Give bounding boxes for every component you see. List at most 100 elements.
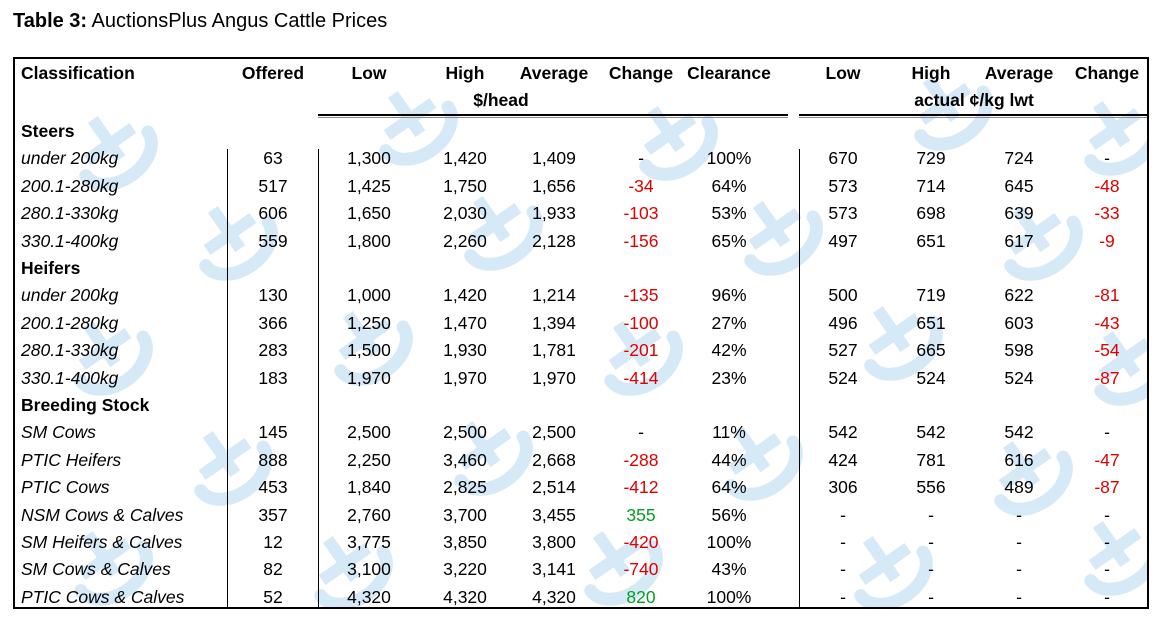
cell-avg2: - bbox=[1016, 559, 1022, 580]
cell-low: 1,425 bbox=[347, 175, 391, 196]
row-classification: SM Heifers & Calves bbox=[21, 532, 183, 552]
cell-low2: 306 bbox=[828, 477, 858, 498]
cell-change2: -33 bbox=[1094, 203, 1120, 224]
cell-change: -412 bbox=[623, 477, 659, 498]
cell-clearance: 64% bbox=[711, 477, 747, 498]
cell-avg2: - bbox=[1016, 504, 1022, 525]
cell-avg2: 616 bbox=[1004, 449, 1034, 470]
cell-clearance: 100% bbox=[706, 586, 752, 607]
cell-high: 1,420 bbox=[443, 148, 487, 169]
cell-low: 1,840 bbox=[347, 477, 391, 498]
cell-change2: - bbox=[1104, 532, 1110, 552]
header-high-kg: High bbox=[911, 63, 951, 83]
cell-high: 1,470 bbox=[443, 312, 487, 333]
header-change: Change bbox=[608, 63, 674, 83]
cell-low2: 524 bbox=[828, 367, 858, 388]
row-classification: 330.1-400kg bbox=[21, 230, 119, 251]
cell-high2: - bbox=[928, 504, 934, 525]
cell-high2: 542 bbox=[916, 422, 946, 443]
cell-clearance: 96% bbox=[711, 285, 747, 306]
cell-avg2: - bbox=[1016, 586, 1022, 607]
cell-high: 1,750 bbox=[443, 175, 487, 196]
cell-avg2: - bbox=[1016, 532, 1022, 552]
cell-change2: -43 bbox=[1094, 312, 1120, 333]
row-classification: 280.1-330kg bbox=[21, 340, 119, 361]
cell-high: 2,500 bbox=[443, 422, 487, 443]
cell-change: -414 bbox=[623, 367, 659, 388]
cell-high: 2,030 bbox=[443, 203, 487, 224]
cell-low: 1,250 bbox=[347, 312, 391, 333]
row-classification: 330.1-400kg bbox=[21, 367, 119, 388]
cell-change2: -47 bbox=[1094, 449, 1120, 470]
cell-low: 2,250 bbox=[347, 449, 391, 470]
cell-change2: -81 bbox=[1094, 285, 1120, 306]
cell-avg: 3,455 bbox=[532, 504, 576, 525]
cell-low2: 497 bbox=[828, 230, 858, 251]
cell-high2: 665 bbox=[916, 340, 946, 361]
cell-clearance: 56% bbox=[711, 504, 747, 525]
cell-low2: 670 bbox=[828, 148, 858, 169]
cell-low2: 496 bbox=[828, 312, 858, 333]
cell-clearance: 27% bbox=[711, 312, 747, 333]
cell-avg: 4,320 bbox=[532, 586, 576, 607]
header-low: Low bbox=[351, 63, 387, 83]
cell-high2: 651 bbox=[916, 230, 946, 251]
col-divider-price bbox=[318, 149, 319, 607]
cell-avg2: 724 bbox=[1004, 148, 1034, 169]
cell-avg2: 603 bbox=[1004, 312, 1034, 333]
cell-offered: 283 bbox=[258, 340, 288, 361]
cell-low: 3,100 bbox=[347, 559, 391, 580]
cell-offered: 357 bbox=[258, 504, 288, 525]
cell-high2: - bbox=[928, 586, 934, 607]
cell-offered: 453 bbox=[258, 477, 288, 498]
cell-offered: 517 bbox=[258, 175, 288, 196]
cell-high: 3,850 bbox=[443, 532, 487, 552]
cell-low: 3,775 bbox=[347, 532, 391, 552]
cell-low: 1,000 bbox=[347, 285, 391, 306]
cell-low: 1,500 bbox=[347, 340, 391, 361]
cell-clearance: 11% bbox=[712, 422, 746, 443]
cattle-prices-table: Classification Offered Low High Average … bbox=[13, 57, 1149, 609]
cell-avg2: 598 bbox=[1004, 340, 1034, 361]
cell-low: 1,650 bbox=[347, 203, 391, 224]
cell-high2: 524 bbox=[916, 367, 946, 388]
cell-offered: 63 bbox=[263, 148, 283, 169]
cell-avg: 1,970 bbox=[532, 367, 576, 388]
unit-per-head: $/head bbox=[473, 90, 529, 110]
cell-low2: 500 bbox=[828, 285, 858, 306]
cell-clearance: 42% bbox=[711, 340, 747, 361]
col-divider-offered bbox=[227, 149, 228, 607]
cell-change: - bbox=[638, 148, 644, 169]
cell-change: - bbox=[638, 422, 644, 443]
cell-low2: 527 bbox=[828, 340, 858, 361]
unit-cents-per-kg: actual ¢/kg lwt bbox=[914, 90, 1034, 110]
cell-high: 4,320 bbox=[443, 586, 487, 607]
cell-offered: 559 bbox=[258, 230, 288, 251]
cell-high2: 651 bbox=[916, 312, 946, 333]
cell-change2: -54 bbox=[1094, 340, 1120, 361]
cell-avg2: 524 bbox=[1004, 367, 1034, 388]
cell-change: 820 bbox=[626, 586, 656, 607]
cell-change2: - bbox=[1104, 422, 1110, 443]
cell-change: 355 bbox=[626, 504, 656, 525]
cell-clearance: 44% bbox=[711, 449, 747, 470]
cell-avg2: 542 bbox=[1004, 422, 1034, 443]
cell-offered: 52 bbox=[263, 586, 283, 607]
cell-low: 2,500 bbox=[347, 422, 391, 443]
cell-low: 1,800 bbox=[347, 230, 391, 251]
cell-high: 2,825 bbox=[443, 477, 487, 498]
cell-offered: 183 bbox=[258, 367, 288, 388]
cell-clearance: 65% bbox=[711, 230, 747, 251]
cell-offered: 888 bbox=[258, 449, 288, 470]
header-offered: Offered bbox=[241, 63, 305, 83]
cell-low: 2,760 bbox=[347, 504, 391, 525]
row-classification: under 200kg bbox=[21, 285, 119, 306]
header-rule-left bbox=[318, 114, 788, 116]
cell-low: 4,320 bbox=[347, 586, 391, 607]
table-caption: Table 3: AuctionsPlus Angus Cattle Price… bbox=[13, 9, 387, 33]
col-divider-kg bbox=[799, 149, 800, 607]
cell-high: 1,420 bbox=[443, 285, 487, 306]
row-classification: 200.1-280kg bbox=[21, 312, 119, 333]
cell-avg2: 645 bbox=[1004, 175, 1034, 196]
cell-high2: 556 bbox=[916, 477, 946, 498]
